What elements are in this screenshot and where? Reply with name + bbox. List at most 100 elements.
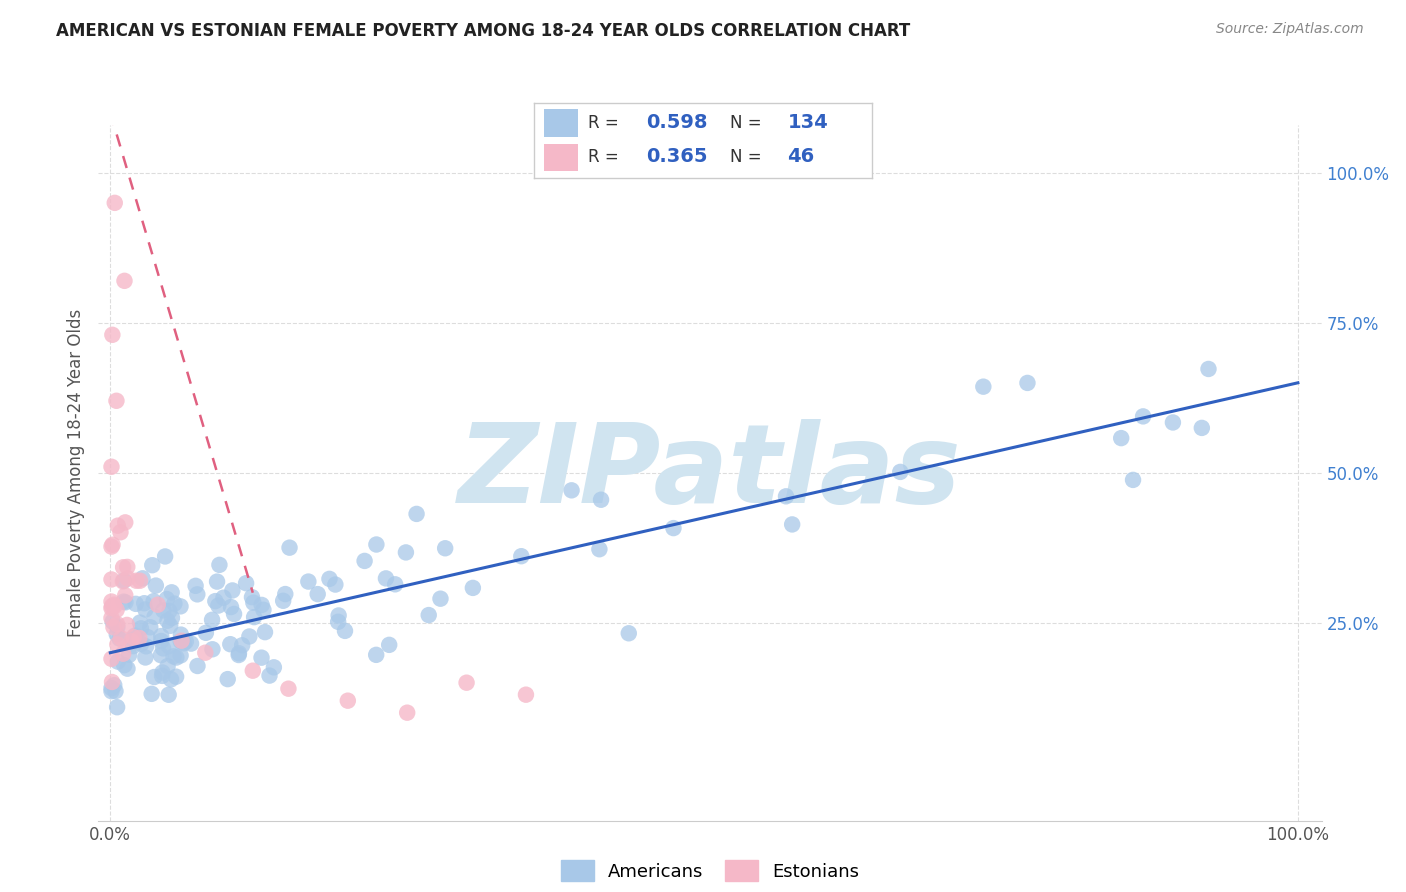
Point [112,574,135,588]
Point [101,327,124,342]
Point [201,642,224,657]
Point [134,602,156,616]
Point [150,669,173,683]
Point [131,571,153,585]
Point [235,576,257,591]
Point [325,577,347,591]
Point [212,591,235,605]
Point [384,577,406,591]
Point [163,597,186,611]
Point [395,545,418,559]
Point [100,573,122,587]
Point [205,574,228,589]
Point [112,647,135,661]
Point [271,594,294,608]
Point [103,599,125,614]
Point [561,483,583,498]
Point [104,195,127,210]
Point [101,599,124,614]
Point [105,393,128,408]
Point [150,634,173,648]
Point [105,638,128,652]
Point [207,599,229,613]
Point [231,638,253,652]
Text: R =: R = [588,148,624,166]
Point [250,650,273,665]
Point [100,652,122,666]
Point [250,598,273,612]
Point [152,603,174,617]
Point [121,634,143,648]
Point [429,591,451,606]
Point [162,649,184,664]
Text: AMERICAN VS ESTONIAN FEMALE POVERTY AMONG 18-24 YEAR OLDS CORRELATION CHART: AMERICAN VS ESTONIAN FEMALE POVERTY AMON… [56,22,911,40]
Point [169,648,191,663]
Point [100,681,122,695]
Point [278,541,301,555]
Point [174,634,197,648]
Point [139,620,162,634]
Point [662,521,685,535]
Point [222,607,245,621]
Point [186,659,208,673]
Point [157,639,180,653]
Point [169,599,191,614]
Point [134,596,156,610]
Point [170,627,193,641]
Point [219,637,242,651]
Point [112,594,135,608]
Point [510,549,533,564]
Point [114,595,136,609]
Point [366,648,388,662]
Point [136,630,159,644]
Point [103,598,125,612]
Point [336,694,359,708]
Point [228,646,250,660]
Point [589,492,612,507]
Point [152,665,174,680]
Point [122,639,145,653]
Point [129,637,152,651]
Point [149,648,172,663]
Point [134,650,156,665]
Point [110,632,132,646]
Point [242,596,264,610]
Point [170,634,193,648]
Point [243,610,266,624]
Point [129,621,152,635]
Point [146,598,169,612]
Point [160,585,183,599]
Point [780,517,803,532]
Point [396,706,419,720]
Point [238,630,260,644]
Point [201,613,224,627]
Point [889,465,911,479]
Point [165,650,187,665]
Point [1198,362,1220,376]
Point [157,688,180,702]
Point [150,629,173,643]
Point [156,659,179,673]
Point [114,274,136,288]
Point [204,594,226,608]
Point [217,672,239,686]
Point [165,670,187,684]
Point [117,560,139,574]
Point [100,684,122,698]
Point [103,678,125,692]
Bar [544,144,578,171]
Point [108,632,131,646]
Point [101,675,124,690]
Point [110,525,132,540]
Point [118,648,141,662]
Point [145,578,167,592]
Point [142,594,165,608]
Point [1132,409,1154,424]
Point [101,615,124,629]
Point [219,600,242,615]
Point [159,619,181,633]
Point [125,597,148,611]
Point [328,608,350,623]
Point [156,592,179,607]
Point [112,560,135,574]
